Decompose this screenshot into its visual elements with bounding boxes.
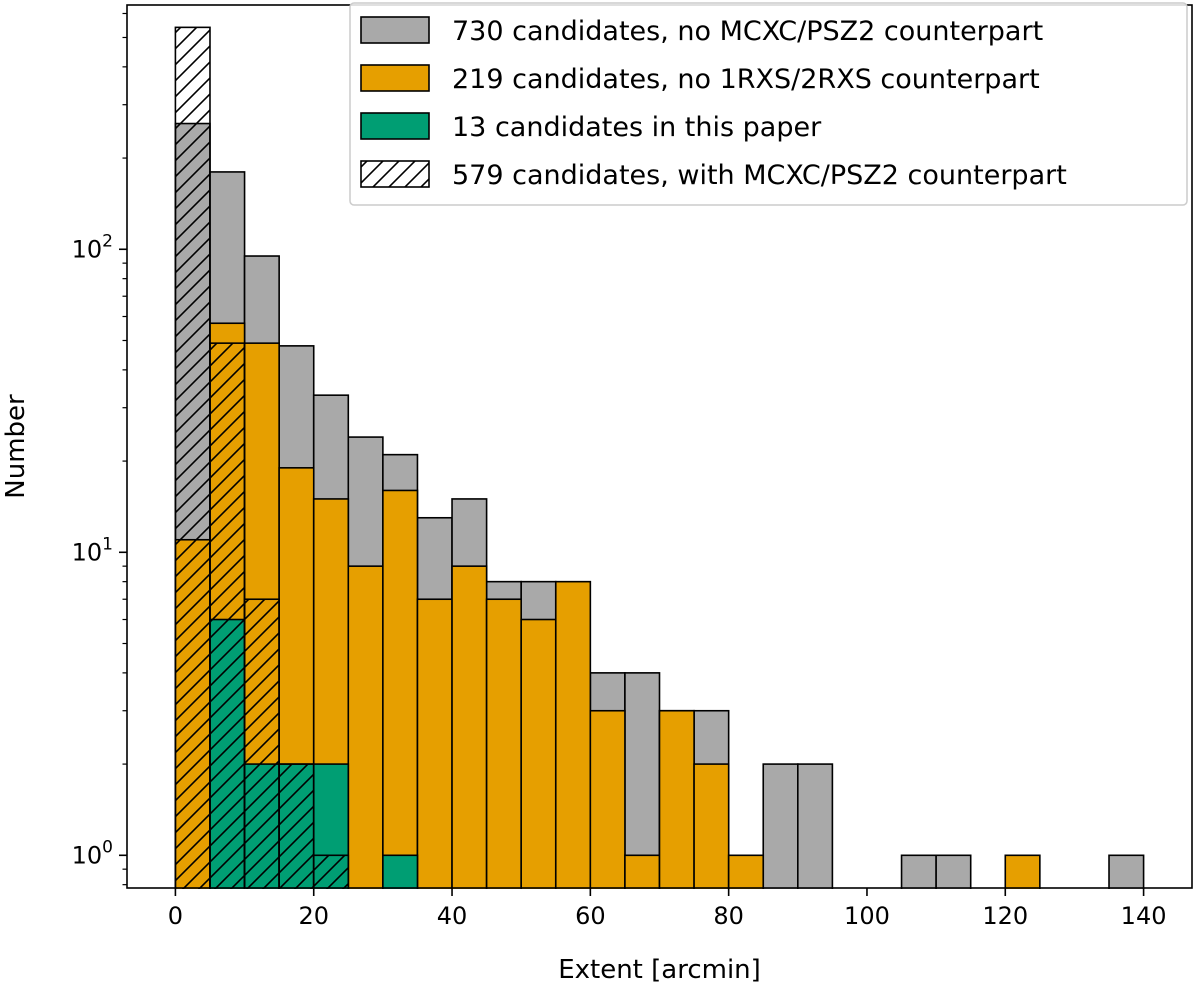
- x-tick-label: 20: [298, 902, 329, 930]
- legend: 730 candidates, no MCXC/PSZ2 counterpart…: [349, 2, 1188, 206]
- bar: [209, 342, 246, 929]
- x-axis-title: Extent [arcmin]: [558, 955, 761, 985]
- legend-label: 579 candidates, with MCXC/PSZ2 counterpa…: [452, 160, 1067, 191]
- legend-swatch: [360, 16, 430, 44]
- bar: [174, 26, 211, 929]
- plot-bars: [0, 26, 1200, 988]
- y-tick-label: 100: [72, 837, 113, 869]
- legend-swatch: [360, 160, 430, 188]
- bar: [485, 598, 522, 929]
- x-tick-label: 0: [168, 902, 183, 930]
- x-tick-label: 40: [437, 902, 468, 930]
- y-tick-label: 101: [72, 534, 113, 566]
- bar: [520, 618, 557, 929]
- x-tick-label: 60: [575, 902, 606, 930]
- x-tick-label: 120: [982, 902, 1028, 930]
- bar: [347, 565, 384, 929]
- x-tick-label: 100: [844, 902, 890, 930]
- legend-swatch: [360, 64, 430, 92]
- bar: [416, 598, 453, 929]
- legend-label: 730 candidates, no MCXC/PSZ2 counterpart: [452, 16, 1043, 47]
- bar: [554, 580, 592, 929]
- y-axis: 100 101 102: [72, 12, 127, 886]
- x-axis: 0 20 40 60 80 100 120 140: [168, 888, 1167, 930]
- legend-box: [349, 2, 1188, 206]
- y-tick-label: 102: [72, 231, 113, 263]
- y-axis-title: Number: [1, 394, 31, 499]
- legend-swatch: [360, 112, 430, 140]
- x-tick-label: 140: [1121, 902, 1167, 930]
- x-tick-label: 80: [713, 902, 744, 930]
- bar-clip-mask: [0, 889, 1200, 988]
- legend-label: 13 candidates in this paper: [452, 112, 822, 143]
- bar: [243, 598, 280, 929]
- legend-label: 219 candidates, no 1RXS/2RXS counterpart: [452, 64, 1040, 95]
- bar: [451, 565, 488, 929]
